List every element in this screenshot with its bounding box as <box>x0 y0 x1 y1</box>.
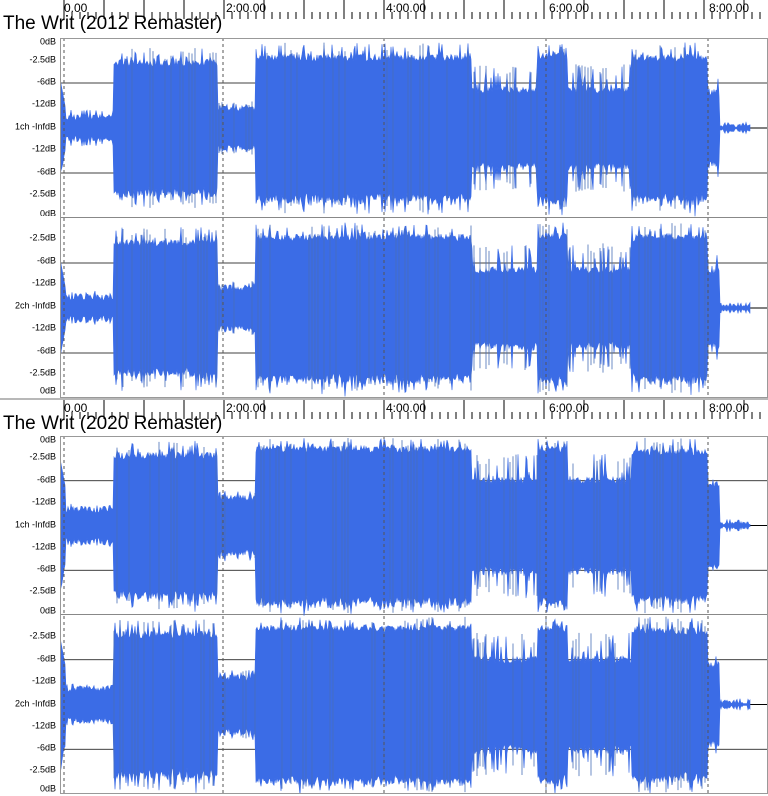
db-label: -6dB <box>36 166 56 177</box>
waveform-area[interactable] <box>60 38 768 398</box>
channel-label: 2ch <box>14 300 30 311</box>
db-label: -InfdB <box>31 519 56 530</box>
db-label: -12dB <box>31 98 56 109</box>
ruler-ticks <box>63 400 761 419</box>
db-label: -12dB <box>31 322 56 333</box>
ruler-label-4min: 4:00.00 <box>386 401 427 415</box>
db-label: -2.5dB <box>29 630 56 641</box>
db-label: -6dB <box>36 345 56 356</box>
db-label: -InfdB <box>31 121 56 132</box>
channel-label: 1ch <box>14 121 30 132</box>
db-label: -6dB <box>36 255 56 266</box>
ruler-label-8min: 8:00.00 <box>709 1 750 15</box>
waveform-channel-1 <box>60 438 751 616</box>
db-label: -12dB <box>31 496 56 507</box>
db-label: -2.5dB <box>29 232 56 243</box>
db-label: -6dB <box>36 563 56 574</box>
db-label-center: 1ch -InfdB <box>14 519 56 530</box>
channel-label: 1ch <box>14 519 30 530</box>
track-title: The Writ (2012 Remaster) <box>3 13 223 34</box>
db-label: -6dB <box>36 76 56 87</box>
db-label: -InfdB <box>31 300 56 311</box>
ruler-label-6min: 6:00.00 <box>549 1 590 15</box>
track-divider <box>0 398 768 400</box>
db-label: 0dB <box>39 36 56 47</box>
db-label: -2.5dB <box>29 764 56 775</box>
db-scale-ch1: 0dB -2.5dB -6dB -12dB 1ch -InfdB -12dB -… <box>0 36 60 219</box>
ruler-label-4min: 4:00.00 <box>386 1 427 15</box>
db-label: -2.5dB <box>29 451 56 462</box>
db-label: 0dB <box>39 434 56 445</box>
db-label-center: 2ch -InfdB <box>14 300 56 311</box>
db-label: 0dB <box>39 385 56 396</box>
track-panel-2012: 0.00 2:00.00 4:00.00 6:00.00 8:00.00 The… <box>0 0 768 398</box>
ruler-label-0: 0.00 <box>64 401 88 415</box>
db-scale-ch2: -2.5dB -6dB -12dB 2ch -InfdB -12dB -6dB … <box>0 216 60 396</box>
db-label: -2.5dB <box>29 367 56 378</box>
ruler-ticks <box>63 0 761 19</box>
ruler-label-2min: 2:00.00 <box>226 401 267 415</box>
db-label: -12dB <box>31 720 56 731</box>
track-panel-2020: 0.00 2:00.00 4:00.00 6:00.00 8:00.00 The… <box>0 400 768 796</box>
db-label: -2.5dB <box>29 585 56 596</box>
db-label: 0dB <box>39 783 56 794</box>
time-ruler[interactable]: 0.00 2:00.00 4:00.00 6:00.00 8:00.00 <box>0 0 768 19</box>
db-label-center: 1ch -InfdB <box>14 121 56 132</box>
ruler-label-0: 0.00 <box>64 1 88 15</box>
channel-label: 2ch <box>14 698 30 709</box>
db-label: -2.5dB <box>29 188 56 199</box>
db-label: -6dB <box>36 474 56 485</box>
db-label: -12dB <box>31 675 56 686</box>
db-label: -2.5dB <box>29 54 56 65</box>
db-label: -6dB <box>36 653 56 664</box>
db-label: -6dB <box>36 742 56 753</box>
time-ruler[interactable]: 0.00 2:00.00 4:00.00 6:00.00 8:00.00 <box>0 400 768 419</box>
ruler-label-8min: 8:00.00 <box>709 401 750 415</box>
db-label: -InfdB <box>31 698 56 709</box>
db-label: -12dB <box>31 143 56 154</box>
db-scale-ch2: -2.5dB -6dB -12dB 2ch -InfdB -12dB -6dB … <box>0 614 60 794</box>
db-label: 0dB <box>39 208 56 219</box>
db-label-center: 2ch -InfdB <box>14 698 56 709</box>
waveform-channel-1 <box>60 42 751 217</box>
db-label: -12dB <box>31 541 56 552</box>
db-label: 0dB <box>39 605 56 616</box>
ruler-label-6min: 6:00.00 <box>549 401 590 415</box>
waveform-area[interactable] <box>60 436 768 794</box>
db-scale-ch1: 0dB -2.5dB -6dB -12dB 1ch -InfdB -12dB -… <box>0 434 60 616</box>
track-title: The Writ (2020 Remaster) <box>3 413 223 434</box>
ruler-label-2min: 2:00.00 <box>226 1 267 15</box>
db-label: -12dB <box>31 277 56 288</box>
